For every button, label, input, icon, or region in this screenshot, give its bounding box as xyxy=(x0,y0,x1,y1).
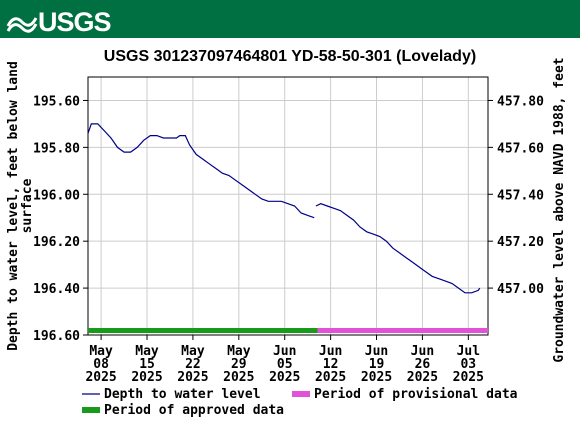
x-tick-year: 2025 xyxy=(269,370,300,385)
x-tick-month: May xyxy=(227,344,251,359)
approval-bar xyxy=(317,328,488,333)
left-tick-label: 195.80 xyxy=(33,141,80,156)
left-axis-label-line1: Depth to water level, feet below land xyxy=(6,61,21,351)
usgs-logo-text: USGS xyxy=(38,7,111,37)
x-tick-day: 08 xyxy=(93,357,109,372)
chart-container: USGS 301237097464801 YD-58-50-301 (Lovel… xyxy=(0,38,580,430)
right-tick-label: 457.20 xyxy=(497,235,544,250)
legend-bar-swatch xyxy=(292,391,310,397)
legend-label: Depth to water level xyxy=(104,387,261,402)
left-tick-label: 196.20 xyxy=(33,235,80,250)
legend-bar-swatch xyxy=(82,407,100,413)
x-tick-year: 2025 xyxy=(177,370,208,385)
grid-lines xyxy=(88,77,488,336)
x-tick-day: 12 xyxy=(323,357,339,372)
hydrograph-chart: USGS 301237097464801 YD-58-50-301 (Lovel… xyxy=(6,48,567,418)
plot-frame xyxy=(87,76,489,336)
left-tick-label: 195.60 xyxy=(33,94,80,109)
x-tick-year: 2025 xyxy=(85,370,116,385)
x-tick-month: Jun xyxy=(319,344,342,359)
approval-bar xyxy=(88,328,318,333)
x-axis-ticks: May082025May152025May222025May292025Jun0… xyxy=(85,335,484,385)
x-tick-month: May xyxy=(181,344,205,359)
legend: Depth to water level Period of provisiona… xyxy=(82,387,518,418)
x-tick-year: 2025 xyxy=(315,370,346,385)
x-tick-month: May xyxy=(89,344,113,359)
right-axis-label: Groundwater level above NAVD 1988, feet xyxy=(552,57,567,362)
right-axis-ticks: 457.80 457.60 457.40 457.20 457.00 xyxy=(488,94,544,297)
x-tick-day: 19 xyxy=(369,357,385,372)
x-tick-day: 03 xyxy=(460,357,476,372)
legend-label: Period of approved data xyxy=(104,403,284,418)
left-tick-label: 196.40 xyxy=(33,282,80,297)
x-tick-year: 2025 xyxy=(407,370,438,385)
right-tick-label: 457.40 xyxy=(497,188,544,203)
chart-title: USGS 301237097464801 YD-58-50-301 (Lovel… xyxy=(104,48,476,65)
series-line-depth-to-water xyxy=(315,203,481,294)
series-lines xyxy=(87,123,481,294)
usgs-header-background xyxy=(0,0,580,38)
legend-label: Period of provisional data xyxy=(314,387,518,402)
x-tick-month: Jun xyxy=(365,344,388,359)
right-tick-label: 457.00 xyxy=(497,282,544,297)
usgs-logo-icon xyxy=(6,17,38,33)
x-tick-year: 2025 xyxy=(361,370,392,385)
left-axis-ticks: 195.60 195.80 196.00 196.20 196.40 196.60 xyxy=(33,94,88,344)
x-tick-month: Jul xyxy=(457,344,480,359)
x-tick-day: 22 xyxy=(185,357,201,372)
usgs-header: USGS xyxy=(0,0,580,38)
x-tick-day: 15 xyxy=(139,357,155,372)
x-tick-day: 05 xyxy=(277,357,293,372)
left-tick-label: 196.00 xyxy=(33,188,80,203)
x-tick-day: 26 xyxy=(415,357,431,372)
x-tick-year: 2025 xyxy=(223,370,254,385)
left-tick-label: 196.60 xyxy=(33,329,80,344)
usgs-header-svg: USGS xyxy=(0,0,580,38)
x-tick-day: 29 xyxy=(231,357,247,372)
approval-bars xyxy=(88,328,488,333)
x-tick-year: 2025 xyxy=(453,370,484,385)
x-tick-month: May xyxy=(135,344,159,359)
x-tick-month: Jun xyxy=(273,344,296,359)
series-line-depth-to-water xyxy=(87,123,315,219)
x-tick-year: 2025 xyxy=(131,370,162,385)
right-tick-label: 457.60 xyxy=(497,141,544,156)
x-tick-month: Jun xyxy=(411,344,434,359)
right-tick-label: 457.80 xyxy=(497,94,544,109)
left-axis-label-line2: surface xyxy=(20,178,35,233)
